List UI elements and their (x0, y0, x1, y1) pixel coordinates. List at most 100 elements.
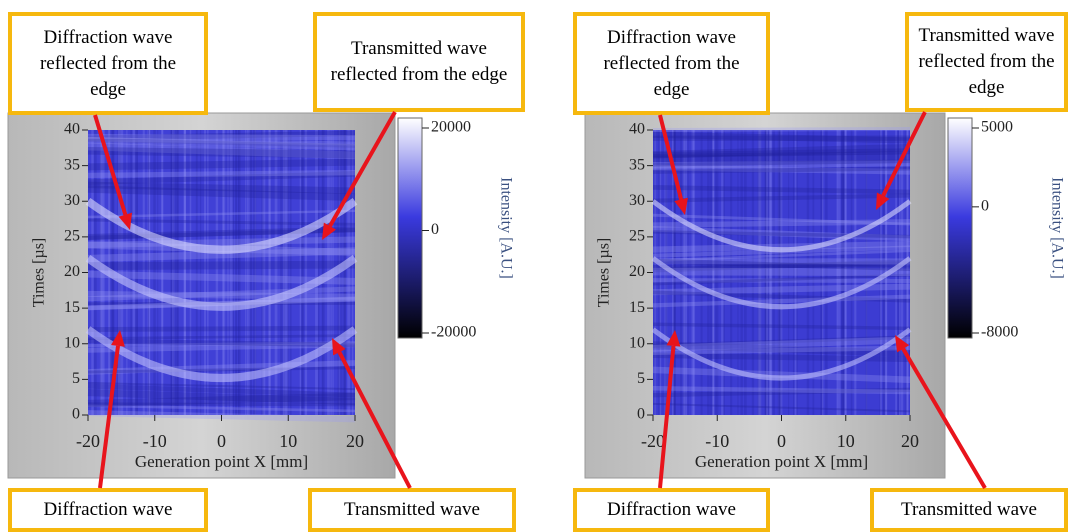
x-tick-label: -20 (76, 431, 100, 451)
x-tick-label: 20 (901, 431, 919, 451)
heatmap-band (652, 166, 911, 174)
heatmap-band (652, 366, 911, 384)
heatmap-band (652, 151, 911, 157)
y-tick-label: 35 (64, 156, 80, 173)
heatmap-band (87, 325, 356, 332)
heatmap-band (87, 286, 356, 302)
heatmap-band (87, 338, 356, 348)
heatmap-band (87, 209, 356, 219)
x-axis-label: Generation point X [mm] (135, 452, 308, 471)
y-tick-label: 25 (64, 228, 80, 245)
heatmap-band (87, 158, 356, 171)
heatmap-band (652, 131, 911, 144)
x-tick-label: 10 (837, 431, 855, 451)
y-tick-label: 20 (629, 263, 645, 280)
colorbar (947, 117, 973, 339)
y-tick-label: 40 (629, 121, 645, 138)
heatmap-band (87, 236, 356, 249)
colorbar-label: Intensity [A.U.] (497, 177, 514, 279)
annotation-box: Diffraction wave (8, 488, 208, 532)
heatmap-band (87, 334, 356, 340)
heatmap-band (652, 213, 911, 226)
heatmap-band (652, 230, 911, 239)
x-tick-label: -20 (641, 431, 665, 451)
heatmap-band (652, 240, 911, 253)
annotation-box: Diffraction wave reflected from the edge (573, 12, 770, 115)
heatmap-band (652, 402, 911, 413)
wave-front (651, 327, 912, 381)
heatmap-band (87, 270, 356, 285)
annotation-box: Transmitted wave (308, 488, 516, 532)
y-tick-label: 0 (637, 406, 645, 423)
heatmap (653, 130, 910, 415)
heatmap-band (652, 164, 911, 175)
heatmap-band (87, 146, 356, 159)
heatmap-band (87, 260, 356, 271)
y-tick-label: 15 (64, 299, 80, 316)
heatmap-band (87, 383, 356, 398)
heatmap-band (652, 322, 911, 331)
heatmap-band (87, 247, 356, 263)
y-tick-label: 30 (629, 192, 645, 209)
heatmap-band (87, 130, 356, 141)
heatmap-band (652, 193, 911, 203)
colorbar-label: Intensity [A.U.] (1048, 177, 1065, 279)
colorbar-tick-label: 5000 (981, 119, 1013, 136)
heatmap-band (87, 133, 356, 141)
heatmap-band (87, 142, 356, 160)
heatmap-band (652, 290, 911, 303)
colorbar-tick-label: 20000 (431, 119, 471, 136)
heatmap-band (87, 181, 356, 195)
x-tick-label: 20 (346, 431, 364, 451)
heatmap-band (652, 294, 911, 308)
wave-front (85, 326, 358, 382)
y-tick-label: 0 (72, 406, 80, 423)
heatmap-band (652, 259, 911, 273)
heatmap-band (87, 392, 356, 408)
y-tick-label: 35 (629, 156, 645, 173)
heatmap-band (87, 342, 356, 353)
heatmap-band (87, 404, 356, 413)
heatmap-band (652, 278, 911, 283)
wave-front (85, 255, 358, 311)
y-axis-label: Times [µs] (596, 238, 613, 308)
x-axis-label: Generation point X [mm] (695, 452, 868, 471)
annotation-box: Diffraction wave reflected from the edge (8, 12, 208, 115)
heatmap-band (87, 402, 356, 407)
x-tick-label: -10 (143, 431, 167, 451)
annotation-box: Transmitted wave reflected from the edge (313, 12, 525, 112)
annotation-box: Diffraction wave (573, 488, 770, 532)
heatmap-band (87, 169, 356, 179)
colorbar-tick-label: 0 (431, 221, 439, 238)
heatmap-band (87, 218, 356, 226)
heatmap-band (87, 185, 356, 202)
heatmap-band (652, 153, 911, 163)
heatmap-band (87, 290, 356, 300)
y-tick-label: 20 (64, 263, 80, 280)
heatmap-band (87, 138, 356, 148)
heatmap (88, 130, 355, 415)
y-axis-label: Times [µs] (31, 238, 48, 308)
wave-front (651, 256, 912, 310)
heatmap-band (652, 148, 911, 159)
heatmap-band (652, 341, 911, 357)
heatmap-band (652, 385, 911, 395)
heatmap-band (652, 261, 911, 271)
y-tick-label: 10 (629, 334, 645, 351)
heatmap-band (87, 136, 356, 151)
x-tick-label: 0 (217, 431, 226, 451)
colorbar (397, 117, 423, 339)
colorbar-tick-label: -20000 (431, 324, 476, 341)
colorbar-tick-label: 0 (981, 198, 989, 215)
y-tick-label: 5 (637, 370, 645, 387)
y-tick-label: 15 (629, 299, 645, 316)
y-tick-label: 30 (64, 192, 80, 209)
heatmap-band (652, 336, 911, 352)
heatmap-band (652, 267, 911, 277)
heatmap-band (652, 335, 911, 348)
heatmap-band (87, 360, 356, 375)
wave-front (651, 199, 912, 253)
x-tick-label: -10 (705, 431, 729, 451)
